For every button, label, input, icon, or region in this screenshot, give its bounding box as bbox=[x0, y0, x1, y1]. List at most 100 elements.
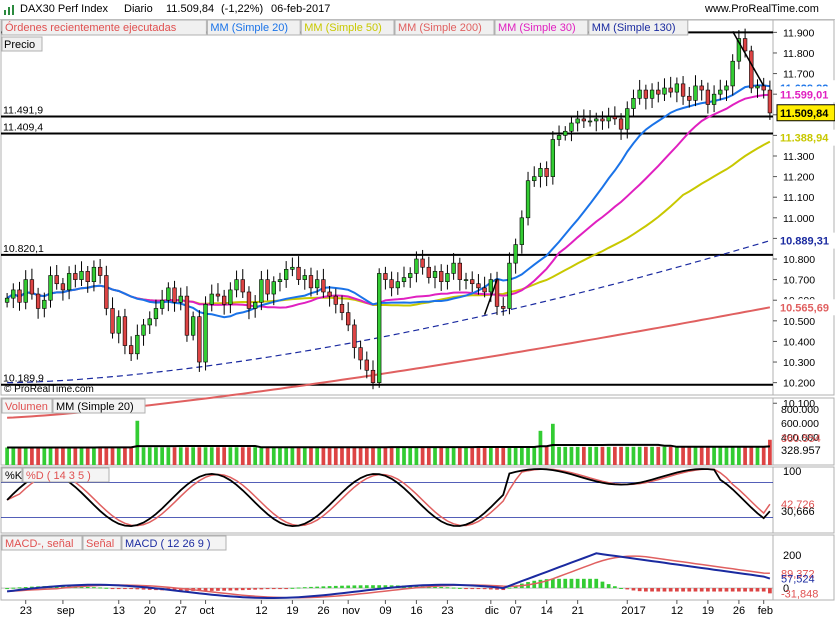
candle-body bbox=[656, 89, 661, 95]
volume-bar bbox=[749, 446, 754, 465]
volume-legend-label: MM (Simple 20) bbox=[56, 401, 134, 413]
macd-histogram-bar bbox=[451, 587, 456, 589]
candle-body bbox=[29, 279, 35, 295]
price-y-tick-label: 10.300 bbox=[783, 357, 815, 369]
stoch-k-line bbox=[6, 468, 771, 528]
volume-bar bbox=[594, 446, 599, 465]
candle-body bbox=[519, 217, 524, 245]
volume-bar bbox=[755, 446, 760, 465]
volume-bar bbox=[501, 446, 506, 465]
x-axis-label: 09 bbox=[379, 605, 391, 617]
macd-histogram-bar bbox=[557, 578, 561, 589]
stoch-legend-box bbox=[1, 467, 23, 483]
macd-histogram-bar bbox=[507, 587, 512, 589]
macd-histogram-bar bbox=[644, 588, 648, 592]
macd-histogram-bar bbox=[346, 585, 351, 589]
candle-body bbox=[470, 279, 475, 285]
volume-bar bbox=[433, 447, 437, 465]
volume-bar bbox=[36, 447, 40, 465]
candle-body bbox=[4, 297, 10, 303]
macd-histogram-bar bbox=[569, 578, 574, 589]
price-value-tag bbox=[777, 232, 835, 249]
price-y-tick-label: 11.200 bbox=[783, 172, 814, 184]
stoch-legend-label: %K bbox=[5, 470, 23, 482]
volume-bar bbox=[761, 446, 766, 465]
instrument-name: DAX30 Perf Index bbox=[20, 3, 109, 15]
volume-bar bbox=[315, 447, 320, 465]
candle-body bbox=[308, 275, 314, 289]
macd-histogram-bar bbox=[743, 588, 747, 592]
macd-histogram-bar bbox=[699, 588, 704, 592]
volume-bar bbox=[488, 446, 493, 465]
macd-histogram-bar bbox=[600, 581, 605, 589]
macd-histogram-bar bbox=[755, 588, 760, 592]
macd-histogram-bar bbox=[228, 588, 233, 591]
volume-bar bbox=[191, 447, 196, 465]
volume-bar bbox=[662, 446, 667, 465]
volume-bar bbox=[693, 446, 698, 465]
candle-body bbox=[116, 316, 121, 334]
macd-histogram-bar bbox=[203, 588, 208, 591]
volume-bar bbox=[296, 447, 301, 465]
price-y-tick-label: 10.200 bbox=[783, 378, 815, 390]
candle-body bbox=[699, 85, 704, 91]
candle-body bbox=[445, 273, 450, 282]
macd-histogram-bar bbox=[488, 588, 493, 590]
price-legend-label: MM (Simple 20) bbox=[210, 22, 288, 34]
macd-legend-label: Señal bbox=[86, 538, 114, 550]
volume-bar bbox=[141, 447, 146, 465]
macd-histogram-bar bbox=[433, 586, 437, 589]
candle-body bbox=[742, 38, 748, 52]
volume-bar bbox=[402, 447, 406, 465]
candle-body bbox=[401, 277, 407, 282]
macd-histogram-bar bbox=[110, 588, 115, 590]
candle-body bbox=[23, 279, 28, 303]
macd-histogram-bar bbox=[612, 586, 617, 589]
price-value-tag-text: 11.509,84 bbox=[780, 108, 829, 120]
macd-histogram-bar bbox=[675, 588, 679, 592]
candle-body bbox=[662, 87, 667, 95]
price-y-tick-label: 11.000 bbox=[783, 213, 814, 225]
candle-body bbox=[209, 293, 214, 305]
volume-bar bbox=[606, 446, 611, 465]
macd-histogram-bar bbox=[234, 588, 239, 591]
volume-bar bbox=[724, 446, 729, 465]
candle-body bbox=[463, 279, 469, 281]
candle-body bbox=[563, 130, 568, 136]
candle-body bbox=[718, 89, 723, 95]
x-axis-label: 12 bbox=[255, 605, 267, 617]
volume-bar bbox=[197, 447, 202, 465]
volume-bar bbox=[222, 447, 227, 465]
volume-bar bbox=[42, 447, 47, 465]
candle-body bbox=[755, 85, 760, 89]
volume-bar bbox=[23, 447, 28, 465]
volume-bar bbox=[73, 447, 78, 465]
macd-y-tick-label: 200 bbox=[783, 550, 801, 562]
candle-body bbox=[569, 122, 574, 132]
volume-bar bbox=[333, 447, 338, 465]
candle-body bbox=[135, 334, 140, 355]
volume-bar bbox=[166, 447, 171, 465]
price-legend-box bbox=[1, 36, 43, 52]
volume-bar bbox=[439, 447, 444, 465]
volume-y-tick-label: 600.000 bbox=[781, 418, 819, 430]
volume-bar bbox=[544, 446, 549, 465]
price-y-tick-label: 11.900 bbox=[783, 27, 814, 39]
candle-body bbox=[749, 50, 754, 89]
stoch-legend-box bbox=[22, 467, 110, 483]
volume-bar bbox=[17, 447, 22, 465]
candle-body bbox=[761, 85, 766, 91]
candle-body bbox=[451, 262, 456, 274]
candle-body bbox=[587, 120, 593, 123]
candle-body bbox=[364, 359, 369, 371]
x-axis-label: 12 bbox=[671, 605, 683, 617]
x-axis-label: 14 bbox=[541, 605, 553, 617]
volume-bar bbox=[185, 447, 189, 465]
candle-body bbox=[172, 287, 177, 303]
price-legend-label: MM (Simple 50) bbox=[304, 22, 382, 34]
volume-bar bbox=[730, 446, 735, 465]
candle-body bbox=[110, 308, 115, 334]
volume-bar bbox=[104, 447, 109, 465]
chart-title-bar: DAX30 Perf Index Diario 11.509,84 (-1,22… bbox=[0, 0, 835, 20]
